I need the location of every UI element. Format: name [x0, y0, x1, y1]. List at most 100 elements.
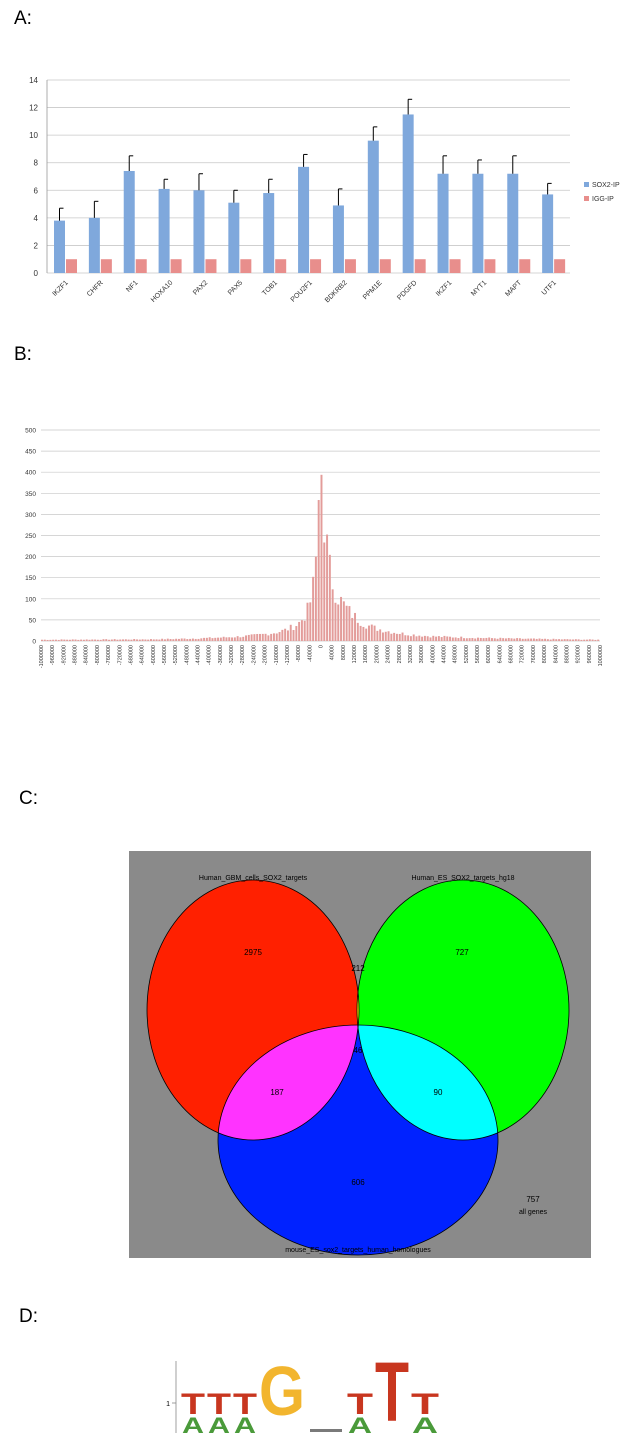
b-x-tick-label: 840000	[553, 645, 559, 663]
b-bar	[71, 639, 74, 641]
b-x-tick-label: -640000	[140, 645, 146, 665]
a-bars	[54, 98, 566, 273]
b-bar	[524, 638, 527, 641]
a-bar-igg	[275, 259, 287, 273]
logo-letter-t: T	[181, 1388, 205, 1421]
b-bar	[407, 635, 410, 641]
a-bar-sox2	[54, 220, 65, 273]
b-bar	[580, 639, 583, 641]
b-bar	[259, 633, 261, 641]
b-bar	[127, 639, 130, 641]
b-y-tick-label: 0	[32, 639, 36, 646]
b-bar	[119, 639, 122, 641]
logo-letter-t: T	[347, 1388, 373, 1421]
b-bar	[521, 638, 524, 641]
a-bar-sox2	[123, 170, 135, 273]
b-x-tick-label: 720000	[520, 645, 526, 663]
b-bar	[530, 638, 533, 641]
b-bar	[597, 639, 600, 641]
b-bar	[161, 638, 164, 641]
b-bar	[552, 638, 555, 641]
a-y-tick-label: 14	[29, 76, 38, 85]
b-x-tick-label: 880000	[564, 645, 570, 663]
venn-count-only-b: 727	[455, 948, 469, 957]
b-bar	[82, 639, 85, 641]
b-bar	[136, 639, 138, 641]
b-x-tick-label: 680000	[509, 645, 515, 663]
b-bar	[583, 639, 586, 641]
a-bar-sox2	[332, 205, 344, 273]
a-x-tick-label: MAPT	[504, 279, 523, 298]
b-bar	[379, 629, 382, 641]
a-y-tick-label: 6	[34, 186, 39, 195]
b-bar	[510, 638, 513, 641]
b-bar	[270, 633, 273, 641]
b-bar	[261, 633, 264, 641]
b-x-tick-label: 640000	[497, 645, 503, 663]
b-x-tick-label: 520000	[464, 645, 470, 663]
a-bar-sox2	[437, 173, 449, 273]
b-bar	[502, 638, 505, 641]
a-bar-igg	[554, 259, 566, 273]
b-bar	[298, 621, 301, 641]
b-bar	[381, 632, 384, 641]
a-bar-igg	[519, 259, 531, 273]
b-bar	[253, 634, 256, 641]
logo-letter-a: A	[208, 1413, 230, 1433]
b-x-tick-label: 200000	[374, 645, 380, 663]
b-bar	[482, 638, 485, 641]
a-x-tick-label: UTF1	[541, 279, 558, 296]
b-bar	[317, 500, 320, 641]
b-bar	[471, 637, 474, 641]
logo-minor-letters	[310, 1429, 342, 1432]
a-bar-igg	[240, 259, 252, 273]
b-bar	[46, 639, 49, 641]
b-bar	[490, 638, 493, 641]
b-bar	[354, 612, 356, 641]
b-bar	[303, 620, 306, 641]
venn-count-ab: 212	[351, 964, 365, 973]
b-y-tick-label: 500	[25, 428, 36, 435]
a-bar-igg	[484, 259, 496, 273]
b-bar	[474, 638, 477, 641]
b-x-tick-label: -440000	[196, 645, 202, 665]
a-y-tick-label: 10	[29, 131, 38, 140]
a-bar-sox2	[367, 140, 379, 273]
a-bar-igg	[100, 259, 112, 273]
b-bar	[239, 637, 242, 641]
b-bar	[88, 639, 91, 641]
b-bar	[222, 636, 225, 641]
b-bar	[390, 633, 393, 641]
b-bar	[449, 636, 452, 641]
b-bar	[309, 602, 312, 641]
b-bar	[194, 638, 197, 641]
b-bar	[549, 639, 552, 641]
a-legend-swatch	[584, 196, 589, 201]
venn-count-outside: 757	[526, 1195, 540, 1204]
panel-label-c: C:	[19, 788, 38, 809]
b-bar	[546, 639, 549, 641]
b-x-tick-label: 1000000	[598, 645, 604, 666]
logo-letter-t: T	[375, 1353, 409, 1433]
b-bar	[328, 554, 331, 641]
b-bar	[359, 625, 362, 641]
a-x-tick-label: PDGFD	[396, 279, 418, 301]
b-bar	[166, 638, 169, 641]
logo-letter-a: A	[234, 1413, 256, 1433]
b-x-tick-label: 0	[319, 645, 325, 648]
b-bar	[267, 635, 270, 641]
b-bar	[163, 639, 166, 641]
b-y-tick-label: 200	[25, 554, 36, 561]
b-bar	[451, 637, 454, 641]
b-x-tick-label: -480000	[184, 645, 190, 665]
b-bar	[393, 632, 396, 641]
b-bar	[152, 639, 155, 641]
a-x-tick-label: IKZF1	[435, 279, 454, 298]
b-y-tick-label: 250	[25, 533, 36, 540]
a-y-tick-label: 12	[29, 104, 38, 113]
chip-qpcr-bar-chart: 0 2 4 6 8 10 12 14 IKZF1 CHFR NF1 HOXA10 PAX2 PAX5 TO…	[29, 76, 620, 304]
b-bar	[250, 634, 253, 641]
b-bar	[175, 638, 178, 641]
b-x-tick-label: -1000000	[39, 645, 45, 668]
